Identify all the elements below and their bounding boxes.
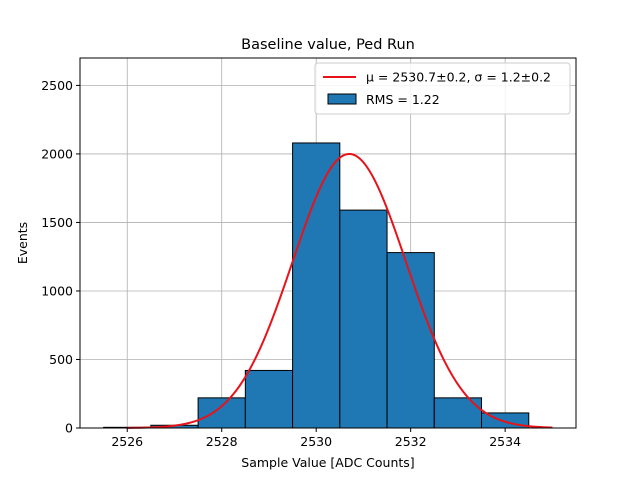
y-tick-label: 1500 [41,215,73,230]
y-tick-label: 1000 [41,283,73,298]
histogram-bars [103,142,530,429]
y-tick-label: 500 [49,352,73,367]
histogram-bar [433,397,483,429]
histogram-bar [292,142,341,429]
x-axis-label: Sample Value [ADC Counts] [241,455,414,470]
legend-hist-label: RMS = 1.22 [366,92,440,107]
y-tick-label: 2500 [41,78,73,93]
histogram-bar [244,369,294,429]
plot-frame [79,57,577,429]
x-axis-ticks: 2526 2528 2530 2532 2534 [111,428,521,449]
x-tick-label: 2530 [300,434,332,449]
x-tick-label: 2526 [111,434,143,449]
y-tick-label: 2000 [41,146,73,161]
chart-title: Baseline value, Ped Run [241,37,415,53]
legend-hist-swatch [327,93,357,105]
legend: μ = 2530.7±0.2, σ = 1.2±0.2 RMS = 1.22 [314,62,571,115]
y-axis-ticks: 0 500 1000 1500 2000 2500 [41,78,80,436]
y-axis-label: Events [15,222,30,264]
legend-fit-sigma: σ = 1.2±0.2 [474,70,551,85]
histogram-bar [339,209,388,429]
y-tick-label: 0 [65,421,73,436]
legend-frame [314,62,571,115]
x-tick-label: 2528 [206,434,238,449]
legend-fit-label: μ = 2530.7±0.2, σ = 1.2±0.2 [366,70,551,85]
histogram-bar [386,252,435,429]
histogram-bar [197,397,246,429]
x-tick-label: 2532 [395,434,427,449]
legend-fit-mu: μ = 2530.7±0.2 [366,70,466,85]
gaussian-fit-curve [127,152,553,429]
x-tick-label: 2534 [489,434,521,449]
